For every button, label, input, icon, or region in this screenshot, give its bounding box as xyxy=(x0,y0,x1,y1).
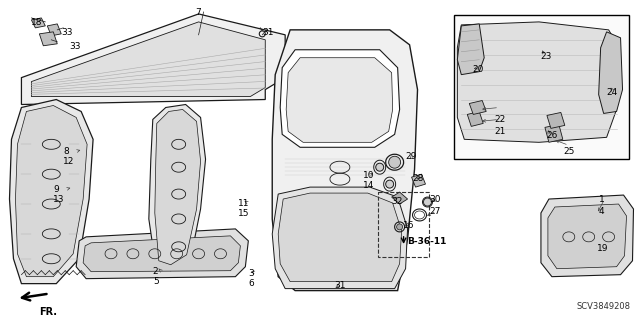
Text: 7: 7 xyxy=(196,8,202,17)
Polygon shape xyxy=(458,24,484,75)
Text: B-36-11: B-36-11 xyxy=(408,237,447,246)
Polygon shape xyxy=(21,14,285,105)
Polygon shape xyxy=(598,32,623,114)
Text: 32: 32 xyxy=(392,197,403,206)
Text: 25: 25 xyxy=(564,147,575,156)
Text: 6: 6 xyxy=(248,279,254,288)
Circle shape xyxy=(422,197,433,207)
Polygon shape xyxy=(545,124,563,142)
Circle shape xyxy=(386,180,394,188)
Text: 5: 5 xyxy=(153,277,159,286)
Polygon shape xyxy=(31,22,265,97)
Polygon shape xyxy=(392,192,408,204)
Polygon shape xyxy=(272,187,408,289)
Text: SCV3849208: SCV3849208 xyxy=(577,301,630,310)
Text: 2: 2 xyxy=(153,267,159,276)
Text: 31: 31 xyxy=(334,281,346,290)
Text: 26: 26 xyxy=(546,131,557,140)
Text: 33: 33 xyxy=(69,42,81,51)
Text: 15: 15 xyxy=(238,209,250,218)
Polygon shape xyxy=(286,58,393,142)
Circle shape xyxy=(388,156,401,168)
Circle shape xyxy=(376,163,384,171)
Polygon shape xyxy=(541,195,634,277)
Text: 16: 16 xyxy=(403,221,414,230)
Text: 20: 20 xyxy=(472,65,484,74)
Text: 27: 27 xyxy=(429,207,441,216)
Text: 28: 28 xyxy=(413,174,424,183)
Text: 22: 22 xyxy=(494,115,506,124)
Text: 12: 12 xyxy=(63,157,75,166)
Text: 29: 29 xyxy=(406,152,417,161)
Polygon shape xyxy=(155,109,200,265)
Polygon shape xyxy=(278,193,402,282)
Text: 23: 23 xyxy=(540,52,551,61)
Text: 33: 33 xyxy=(61,28,73,37)
Text: 14: 14 xyxy=(363,181,374,190)
Text: 24: 24 xyxy=(607,88,618,97)
Polygon shape xyxy=(47,24,61,36)
Text: FR.: FR. xyxy=(39,307,58,316)
Circle shape xyxy=(397,224,403,230)
Polygon shape xyxy=(280,50,399,147)
Polygon shape xyxy=(547,113,565,128)
Text: 30: 30 xyxy=(429,195,441,204)
Text: 19: 19 xyxy=(596,244,608,253)
Text: 11: 11 xyxy=(238,199,250,208)
Polygon shape xyxy=(15,106,87,277)
Text: 10: 10 xyxy=(363,171,374,180)
Text: 1: 1 xyxy=(598,195,604,204)
Text: 13: 13 xyxy=(53,195,65,204)
Polygon shape xyxy=(469,100,486,115)
Text: 3: 3 xyxy=(248,269,254,278)
Text: 4: 4 xyxy=(598,207,604,216)
Text: 8: 8 xyxy=(63,147,69,156)
Polygon shape xyxy=(548,204,627,269)
Bar xyxy=(454,15,628,159)
Text: 31: 31 xyxy=(262,28,274,37)
Polygon shape xyxy=(412,174,426,187)
Polygon shape xyxy=(149,105,205,271)
Polygon shape xyxy=(272,30,417,291)
Text: 18: 18 xyxy=(31,18,43,27)
Bar xyxy=(378,192,429,257)
Polygon shape xyxy=(458,22,621,142)
Polygon shape xyxy=(31,18,45,28)
Text: 9: 9 xyxy=(53,185,59,194)
Polygon shape xyxy=(10,100,93,284)
Text: 21: 21 xyxy=(494,127,506,137)
Polygon shape xyxy=(467,111,483,126)
Polygon shape xyxy=(39,32,57,46)
Polygon shape xyxy=(83,236,241,272)
Polygon shape xyxy=(76,229,248,279)
